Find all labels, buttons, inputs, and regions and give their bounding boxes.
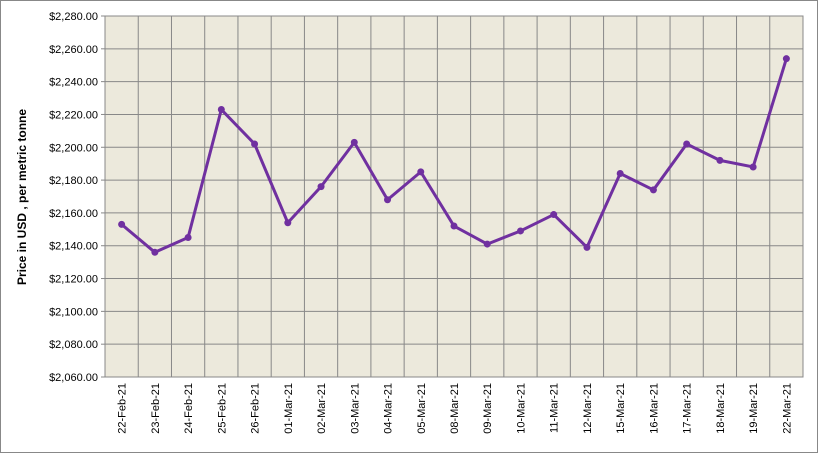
y-tick-label: $2,140.00 bbox=[49, 241, 98, 253]
x-tick-label: 08-Mar-21 bbox=[449, 383, 461, 434]
point bbox=[417, 168, 425, 176]
x-tick-label: 18-Mar-21 bbox=[715, 383, 727, 434]
point bbox=[550, 211, 558, 219]
x-tick-label: 25-Feb-21 bbox=[216, 383, 228, 434]
point bbox=[649, 186, 657, 194]
point bbox=[118, 220, 126, 228]
plot-area bbox=[104, 15, 804, 378]
y-tick-label: $2,200.00 bbox=[49, 142, 98, 154]
x-tick-label: 26-Feb-21 bbox=[250, 383, 262, 434]
y-tick-label: $2,060.00 bbox=[49, 372, 98, 384]
point bbox=[749, 163, 757, 171]
point bbox=[683, 140, 691, 148]
point bbox=[483, 240, 491, 248]
point bbox=[151, 248, 159, 256]
x-tick-label: 04-Mar-21 bbox=[383, 383, 395, 434]
point bbox=[616, 170, 624, 178]
x-tick-label: 16-Mar-21 bbox=[648, 383, 660, 434]
point bbox=[284, 219, 292, 227]
x-tick-label: 03-Mar-21 bbox=[349, 383, 361, 434]
x-tick-label: 24-Feb-21 bbox=[183, 383, 195, 434]
y-tick-label: $2,260.00 bbox=[49, 44, 98, 56]
point bbox=[384, 196, 392, 204]
y-tick-label: $2,240.00 bbox=[49, 77, 98, 89]
y-axis-label: Price in USD , per metric tonne bbox=[15, 109, 29, 285]
x-tick-label: 11-Mar-21 bbox=[549, 383, 561, 433]
y-tick-label: $2,160.00 bbox=[49, 208, 98, 220]
x-tick-label: 22-Feb-21 bbox=[117, 383, 129, 434]
point bbox=[184, 234, 192, 242]
y-tick-label: $2,220.00 bbox=[49, 109, 98, 121]
point bbox=[782, 55, 790, 63]
x-tick-label: 15-Mar-21 bbox=[615, 383, 627, 434]
point bbox=[350, 138, 358, 146]
point bbox=[317, 183, 325, 191]
point bbox=[217, 106, 225, 114]
y-tick-label: $2,100.00 bbox=[49, 306, 98, 318]
x-tick-label: 09-Mar-21 bbox=[482, 383, 494, 434]
x-tick-label: 23-Feb-21 bbox=[150, 383, 162, 434]
x-tick-label: 12-Mar-21 bbox=[582, 383, 594, 434]
x-tick-label: 10-Mar-21 bbox=[515, 383, 527, 434]
x-tick-label: 01-Mar-21 bbox=[283, 383, 295, 434]
y-tick-label: $2,080.00 bbox=[49, 339, 98, 351]
x-tick-label: 17-Mar-21 bbox=[682, 383, 694, 434]
y-tick-label: $2,180.00 bbox=[49, 175, 98, 187]
x-tick-label: 05-Mar-21 bbox=[416, 383, 428, 434]
y-tick-label: $2,120.00 bbox=[49, 274, 98, 286]
x-tick-label: 02-Mar-21 bbox=[316, 383, 328, 434]
point bbox=[716, 156, 724, 164]
y-tick-label: $2,280.00 bbox=[49, 11, 98, 23]
point bbox=[583, 243, 591, 251]
x-tick-label: 22-Mar-21 bbox=[781, 383, 793, 434]
point bbox=[516, 227, 524, 235]
point bbox=[251, 140, 259, 148]
point bbox=[450, 222, 458, 230]
x-tick-label: 19-Mar-21 bbox=[748, 383, 760, 434]
